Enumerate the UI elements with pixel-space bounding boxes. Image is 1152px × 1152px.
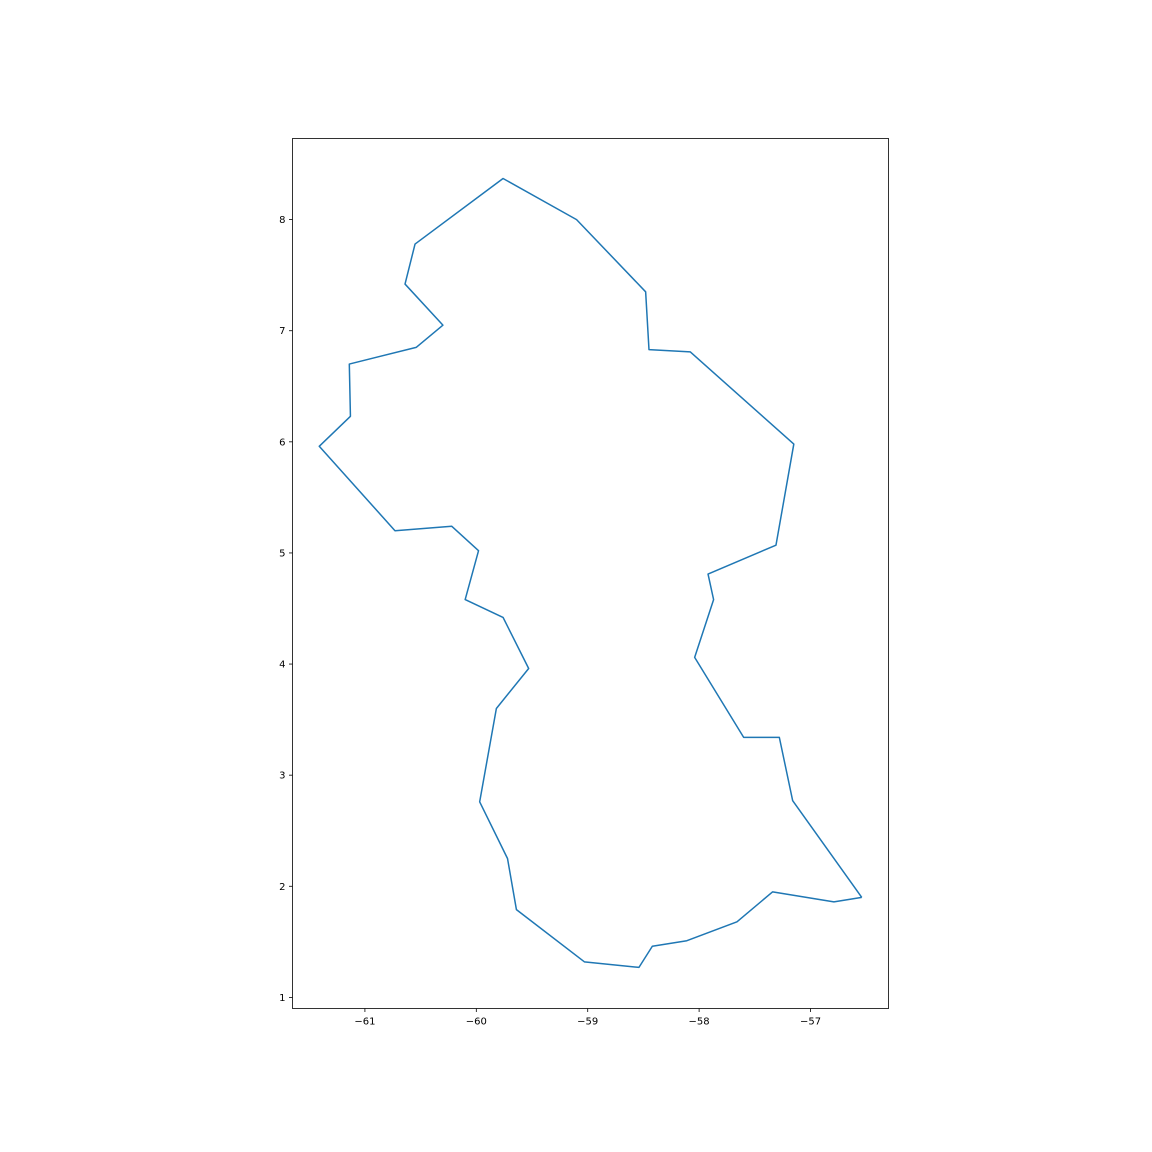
x-axis-ticks: −61 −60 −59 −58 −57: [354, 1008, 821, 1028]
y-tick-label: 1: [279, 993, 285, 1004]
y-tick-label: 2: [279, 882, 285, 893]
x-tick-label: −61: [354, 1017, 375, 1028]
y-tick-label: 3: [279, 771, 285, 782]
axes-frame: [292, 138, 889, 1009]
x-tick-label: −57: [800, 1017, 821, 1028]
plot-area: [292, 138, 889, 1009]
y-tick-label: 6: [279, 437, 285, 448]
y-tick-label: 8: [279, 215, 285, 226]
x-tick-label: −59: [577, 1017, 598, 1028]
y-tick-label: 4: [279, 660, 285, 671]
boundary-line: [318, 177, 863, 969]
x-tick-label: −58: [689, 1017, 710, 1028]
y-tick-label: 5: [279, 548, 285, 559]
x-tick-label: −60: [466, 1017, 487, 1028]
y-tick-label: 7: [279, 326, 285, 337]
y-axis-ticks: 1 2 3 4 5 6 7 8: [279, 215, 293, 1004]
axes: −61 −60 −59 −58 −57 1 2 3 4 5 6 7 8: [279, 138, 889, 1028]
plot-lines: [318, 177, 863, 969]
